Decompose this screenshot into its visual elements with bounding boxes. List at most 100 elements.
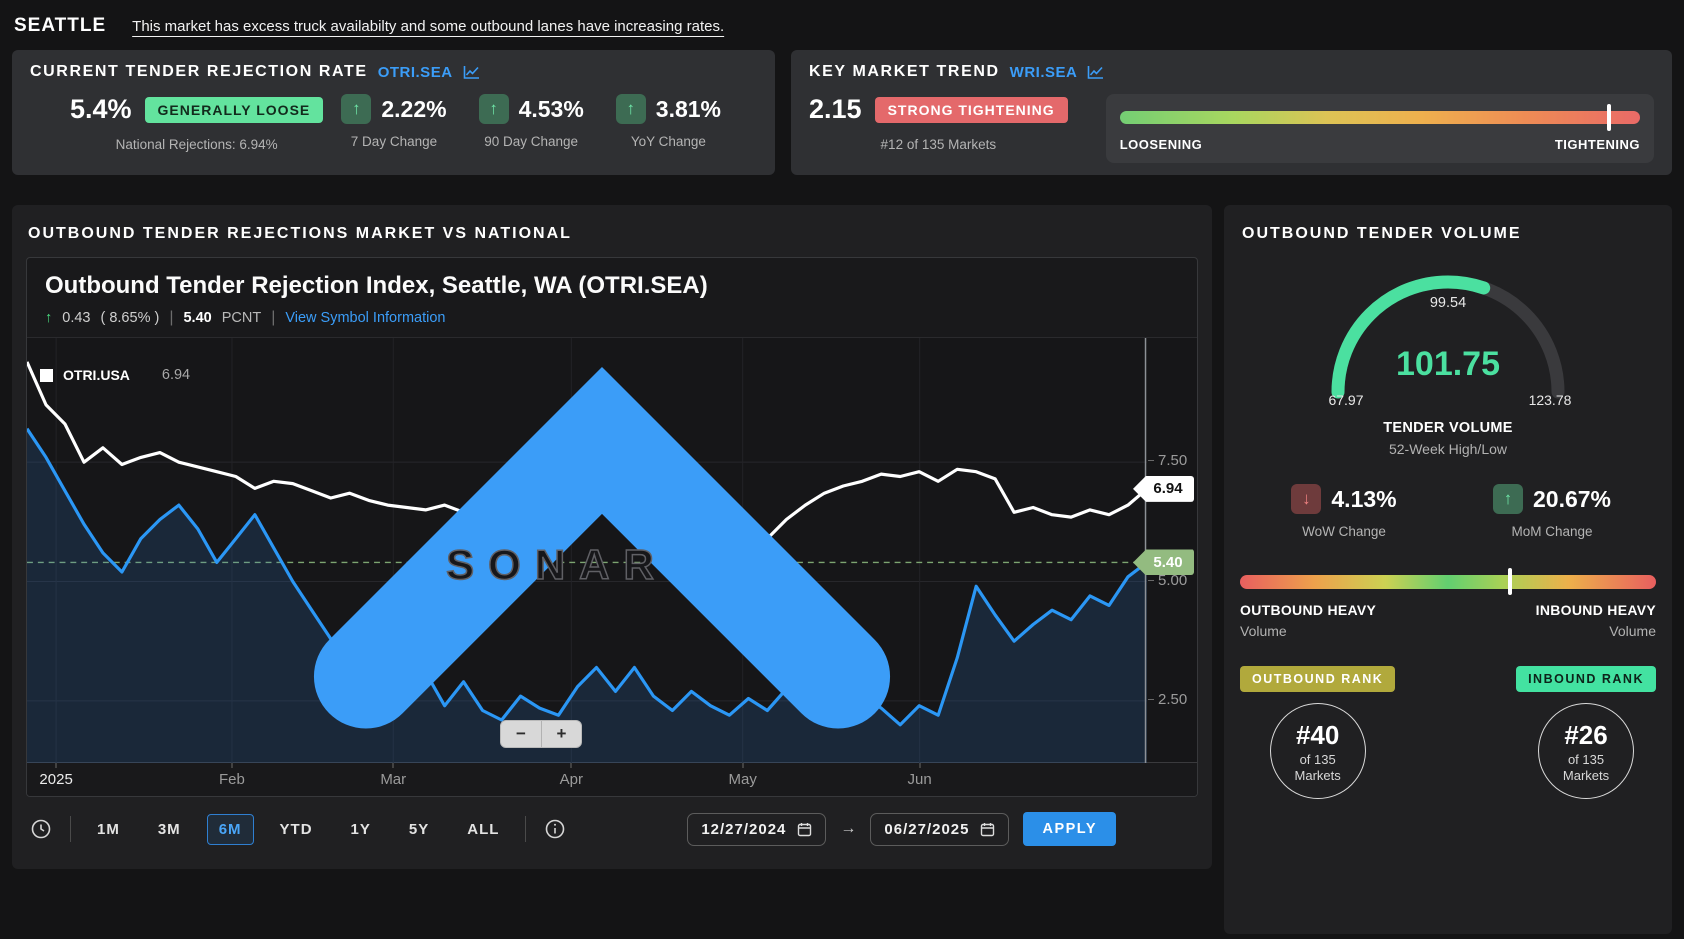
outbound-inbound-scale [1240,568,1656,595]
range-button-ytd[interactable]: YTD [279,820,313,838]
inbound-rank-group: INBOUND RANK #26 of 135 Markets [1516,666,1656,799]
scale-label-loosening: LOOSENING [1119,137,1203,152]
clock-icon[interactable] [30,818,52,840]
time-axis[interactable]: 2025 Feb Mar Apr May Jun [27,762,1197,796]
gauge-subcaption: 52-Week High/Low [1388,441,1508,457]
x-axis-tick [919,763,921,768]
x-axis-tick [231,763,233,768]
toolbar-divider [70,816,71,842]
plot-area: OTRI.USA 6.94 SONAR − + 7.50 5.00 2.50 6.94… [27,337,1197,763]
market-summary-link[interactable]: This market has excess truck availabilty… [132,18,725,35]
wow-change: ↓ 4.13% WoW Change [1240,484,1448,539]
inbound-rank-badge: INBOUND RANK [1516,666,1656,692]
change-yoy-label: YoY Change [630,134,706,149]
zoom-out-button[interactable]: − [516,724,526,743]
rank-section: OUTBOUND RANK #40 of 135 Markets INBOUND… [1240,666,1656,799]
range-button-1y[interactable]: 1Y [350,820,371,838]
x-axis-label: May [728,771,757,788]
change-90day-value: 4.53% [518,95,584,122]
tender-rejection-card: CURRENT TENDER REJECTION RATE OTRI.SEA 5… [12,50,775,175]
trend-badge: STRONG TIGHTENING [874,96,1068,123]
start-date-value: 12/27/2024 [701,820,787,838]
trend-card-title: KEY MARKET TREND [809,63,1000,80]
trend-card-symbol-link[interactable]: WRI.SEA [1009,63,1078,81]
arrow-right-icon: → [840,820,857,837]
gauge-marker-value: 99.54 [1430,295,1466,311]
rejection-changes: ↑ 2.22% 7 Day Change ↑ 4.53% 90 Day Chan… [341,94,721,149]
inbound-rank-value: #26 [1564,719,1608,750]
gauge-arc: 99.54 101.75 67.97 123.78 [1328,275,1572,408]
last-price-tag: 5.40 [1133,549,1194,576]
key-market-trend-card: KEY MARKET TREND WRI.SEA 2.15 STRONG TIG… [791,50,1672,175]
toolbar-divider [525,816,527,842]
legend-swatch [40,368,53,382]
volume-balance: OUTBOUND HEAVY Volume INBOUND HEAVY Volu… [1240,568,1656,639]
up-arrow-icon: ↑ [45,310,53,326]
outbound-heavy-label: OUTBOUND HEAVY Volume [1240,602,1377,639]
range-button-5y[interactable]: 5Y [408,820,430,838]
end-date-input[interactable]: 06/27/2025 [870,812,1010,846]
line-chart-icon[interactable] [463,65,480,80]
change-7day-label: 7 Day Change [350,134,438,149]
calendar-icon[interactable] [980,822,995,837]
sonar-watermark: SONAR [445,540,668,589]
calendar-icon[interactable] [797,822,812,837]
price-axis[interactable]: 7.50 5.00 2.50 6.94 5.40 [1133,338,1197,762]
gauge-caption: TENDER VOLUME [1383,420,1513,436]
up-arrow-icon: ↑ [615,94,646,124]
wow-change-value: 4.13% [1331,485,1397,512]
mom-change-label: MoM Change [1511,524,1593,539]
main-content-row: OUTBOUND TENDER REJECTIONS MARKET VS NAT… [0,205,1684,934]
y-axis-label: 2.50 [1148,691,1187,708]
range-button-all[interactable]: ALL [467,820,500,838]
wow-change-label: WoW Change [1302,524,1386,539]
plot-canvas[interactable]: OTRI.USA 6.94 SONAR − + [27,338,1147,763]
rejections-section-heading: OUTBOUND TENDER REJECTIONS MARKET VS NAT… [28,225,572,242]
change-7day-value: 2.22% [381,95,447,122]
x-axis-tick [392,763,394,768]
range-button-6m[interactable]: 6M [206,813,254,845]
up-arrow-icon: ↑ [1492,484,1523,514]
change-yoy: ↑ 3.81% YoY Change [615,94,721,149]
range-button-3m[interactable]: 3M [157,820,181,838]
change-90day-label: 90 Day Change [484,134,579,149]
x-axis-tick [55,763,57,768]
change-7day: ↑ 2.22% 7 Day Change [341,94,447,149]
outbound-rank-value: #40 [1295,719,1340,750]
legend-symbol: OTRI.USA [63,367,130,383]
trend-rank-label: #12 of 135 Markets [880,137,997,152]
chart-legend[interactable]: OTRI.USA 6.94 [40,367,190,383]
caret-up-icon[interactable] [42,346,1162,771]
market-condition-badge: GENERALLY LOOSE [144,96,324,123]
balance-marker[interactable] [1508,568,1513,595]
chart-unit: PCNT [221,310,262,326]
y-axis-label: 5.00 [1148,572,1187,589]
inbound-heavy-label: INBOUND HEAVY Volume [1535,602,1656,639]
line-chart-icon[interactable] [1087,65,1104,80]
gauge-high-value: 123.78 [1529,392,1572,408]
info-icon[interactable] [544,818,566,840]
trend-scale-marker[interactable] [1606,104,1611,131]
range-button-1m[interactable]: 1M [97,820,120,838]
inbound-rank-circle: #26 of 135 Markets [1538,703,1635,799]
apply-button[interactable]: APPLY [1023,812,1116,846]
time-range-buttons: 1M 3M 6M YTD 1Y 5Y ALL [85,813,511,845]
loosening-tightening-scale [1119,104,1640,131]
zoom-in-button[interactable]: + [541,721,581,747]
chart-title: Outbound Tender Rejection Index, Seattle… [45,272,708,299]
start-date-input[interactable]: 12/27/2024 [687,812,827,846]
x-axis-label: Apr [559,771,583,788]
market-name: SEATTLE [14,15,107,36]
top-cards-row: CURRENT TENDER REJECTION RATE OTRI.SEA 5… [0,50,1684,175]
otri-chart-card: Outbound Tender Rejection Index, Seattle… [26,257,1198,797]
separator: | [271,309,276,326]
x-axis-label: 2025 [39,771,73,788]
view-symbol-information-link[interactable]: View Symbol Information [285,310,446,326]
x-axis-tick [742,763,744,768]
volume-changes: ↓ 4.13% WoW Change ↑ 20.67% MoM Change [1240,484,1656,539]
rejection-card-title: CURRENT TENDER REJECTION RATE [30,63,368,80]
mom-change: ↑ 20.67% MoM Change [1448,484,1656,539]
rejection-card-symbol-link[interactable]: OTRI.SEA [377,63,453,81]
tender-volume-panel: OUTBOUND TENDER VOLUME 99.54 101.75 67.9… [1224,205,1672,934]
